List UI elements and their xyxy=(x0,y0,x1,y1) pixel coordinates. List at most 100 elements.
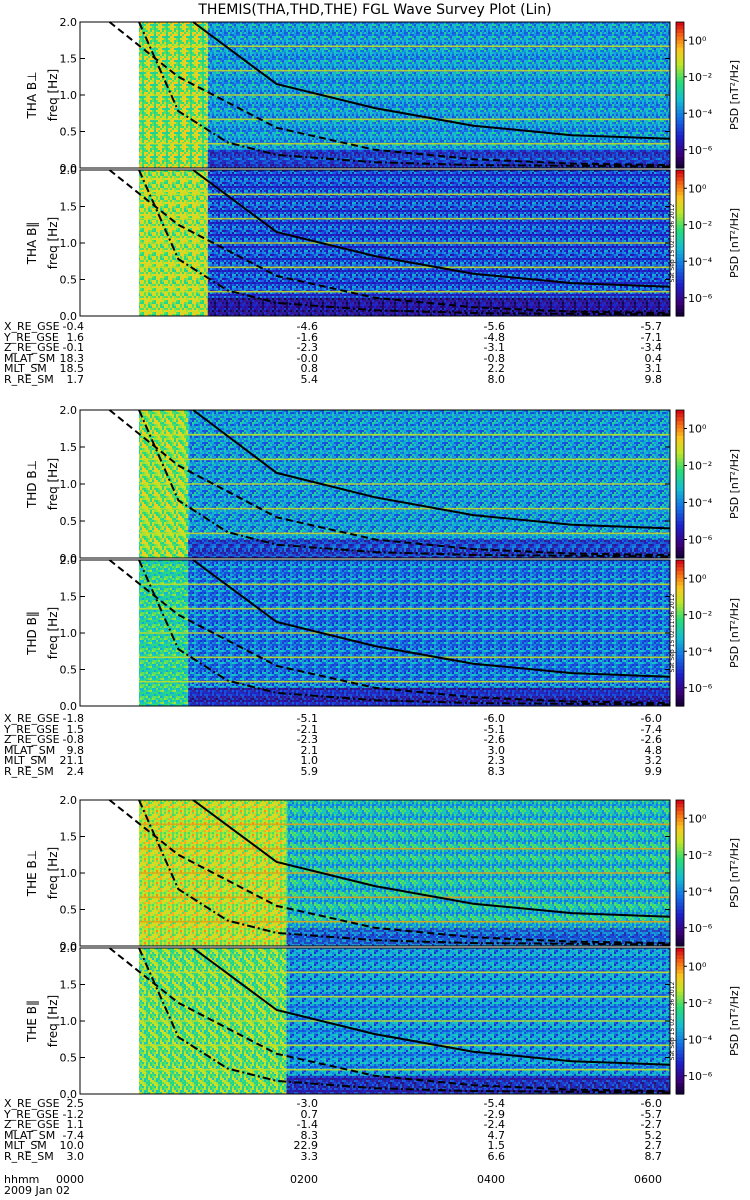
colorbar-segment xyxy=(676,297,684,302)
colorbar-segment xyxy=(676,625,684,630)
colorbar-segment xyxy=(676,58,684,63)
ephemeris-value: -2.6 xyxy=(640,733,662,747)
colorbar-segment xyxy=(676,647,684,652)
colorbar-segment xyxy=(676,286,684,292)
y-tick-label: 1.0 xyxy=(60,237,78,250)
colorbar-segment xyxy=(676,264,684,270)
colorbar-segment xyxy=(676,898,684,903)
ephemeris-label: MLT_SM xyxy=(4,754,47,768)
ephemeris-value: -3.4 xyxy=(640,341,662,355)
colorbar-tick-label: 10⁰ xyxy=(688,572,707,585)
colorbar-segment xyxy=(676,938,684,943)
colorbar-segment xyxy=(676,924,684,929)
colorbar-segment xyxy=(676,1024,684,1029)
ephemeris-value: -1.4 xyxy=(296,1118,318,1132)
colorbar-tick-label: 10⁻² xyxy=(688,609,712,622)
colorbar-segment xyxy=(676,966,684,971)
colorbar-frame xyxy=(675,799,685,947)
ephemeris-value: -3.0 xyxy=(296,1097,318,1110)
colorbar-tick-label: 10⁰ xyxy=(688,423,707,436)
colorbar-segment xyxy=(676,180,684,186)
ephemeris-value: -5.6 xyxy=(483,320,505,333)
colorbar-segment xyxy=(676,275,684,281)
colorbar-segment xyxy=(676,43,684,49)
colorbar-segment xyxy=(676,76,684,81)
time-tick-label: 0400 xyxy=(477,1173,505,1186)
ephemeris-value: 4.8 xyxy=(644,743,663,757)
ephemeris-value: 3.3 xyxy=(300,1149,319,1163)
colorbar-tick-label: 10⁰ xyxy=(688,34,707,47)
solid-frequency-curve xyxy=(192,947,671,1066)
y-tick-label: 0.0 xyxy=(60,700,78,713)
colorbar-segment xyxy=(676,253,684,259)
colorbar-segment xyxy=(676,272,684,277)
colorbar-segment xyxy=(676,177,684,182)
colorbar-segment xyxy=(676,157,684,162)
colorbar-tick-label: 10⁻⁴ xyxy=(688,107,713,120)
colorbar-segment xyxy=(676,902,684,907)
colorbar-segment xyxy=(676,509,684,515)
solid-frequency-curve xyxy=(192,409,671,530)
ephemeris-value: 8.7 xyxy=(644,1149,663,1163)
low-frequency-band xyxy=(188,687,670,706)
colorbar-tick-label: 10⁻² xyxy=(688,997,712,1010)
y-tick-label: 1.5 xyxy=(60,591,78,604)
colorbar-segment xyxy=(676,195,684,200)
colorbar-segment xyxy=(676,973,684,978)
ephemeris-value: -5.7 xyxy=(640,320,662,333)
solid-frequency-curve xyxy=(192,169,671,288)
colorbar-segment xyxy=(676,1006,684,1011)
colorbar-segment xyxy=(676,25,684,30)
y-tick-label: 0.5 xyxy=(60,274,78,287)
colorbar-segment xyxy=(676,1050,684,1055)
colorbar-segment xyxy=(676,977,684,982)
colorbar-segment xyxy=(676,301,684,306)
colorbar-segment xyxy=(676,62,684,67)
colorbar-frame xyxy=(675,559,685,707)
ephemeris-value: -2.3 xyxy=(296,341,318,355)
colorbar-segment xyxy=(676,51,684,56)
panel-ylabel: THA B⊥ xyxy=(25,71,39,119)
y-tick-label: 0.5 xyxy=(60,904,78,917)
colorbar-segment xyxy=(676,1028,684,1033)
spectrogram-panel: 0.0 0.5 1.0 1.5 2.0 THA B‖ freq [Hz] 10⁰ 10⁻² 10⁻… xyxy=(25,164,741,323)
colorbar-segment xyxy=(676,891,684,896)
colorbar-segment xyxy=(676,603,684,609)
time-tick-label: 0600 xyxy=(634,1173,662,1186)
colorbar-frame xyxy=(675,947,685,1095)
ephemeris-value: -7.4 xyxy=(62,1128,84,1142)
y-tick-label: 1.5 xyxy=(60,979,78,992)
colorbar-label: PSD [nT²/Hz] xyxy=(728,60,741,130)
colorbar-segment xyxy=(676,554,684,559)
colorbar-segment xyxy=(676,257,684,262)
colorbar-segment xyxy=(676,876,684,881)
ephemeris-value: -6.0 xyxy=(640,1097,662,1110)
colorbar-segment xyxy=(676,484,684,489)
ephemeris-label: R_RE_SM xyxy=(4,1149,54,1163)
colorbar-label: PSD [nT²/Hz] xyxy=(728,208,741,278)
colorbar-segment xyxy=(676,188,684,193)
colorbar-segment xyxy=(676,840,684,845)
ephemeris-value: 2.4 xyxy=(66,764,85,778)
colorbar-segment xyxy=(676,887,684,892)
colorbar-segment xyxy=(676,224,684,229)
colorbar-segment xyxy=(676,1057,684,1062)
colorbar-segment xyxy=(676,818,684,823)
ephemeris-value: -7.4 xyxy=(640,722,662,736)
colorbar-segment xyxy=(676,1021,684,1026)
colorbar-segment xyxy=(676,560,684,565)
colorbar-tick-label: 10⁻⁴ xyxy=(688,1033,713,1046)
colorbar-segment xyxy=(676,995,684,1000)
colorbar-segment xyxy=(676,862,684,867)
dash-dot-frequency-curve xyxy=(138,21,671,168)
colorbar-segment xyxy=(676,232,684,237)
colorbar-segment xyxy=(676,250,684,255)
colorbar-segment xyxy=(676,589,684,594)
colorbar-segment xyxy=(676,213,684,219)
solid-frequency-curve xyxy=(192,559,671,678)
ephemeris-value: -2.9 xyxy=(483,1107,505,1121)
colorbar-segment xyxy=(676,821,684,827)
y-tick-label: 0.5 xyxy=(60,126,78,139)
colorbar-segment xyxy=(676,622,684,627)
colorbar-segment xyxy=(676,570,684,576)
